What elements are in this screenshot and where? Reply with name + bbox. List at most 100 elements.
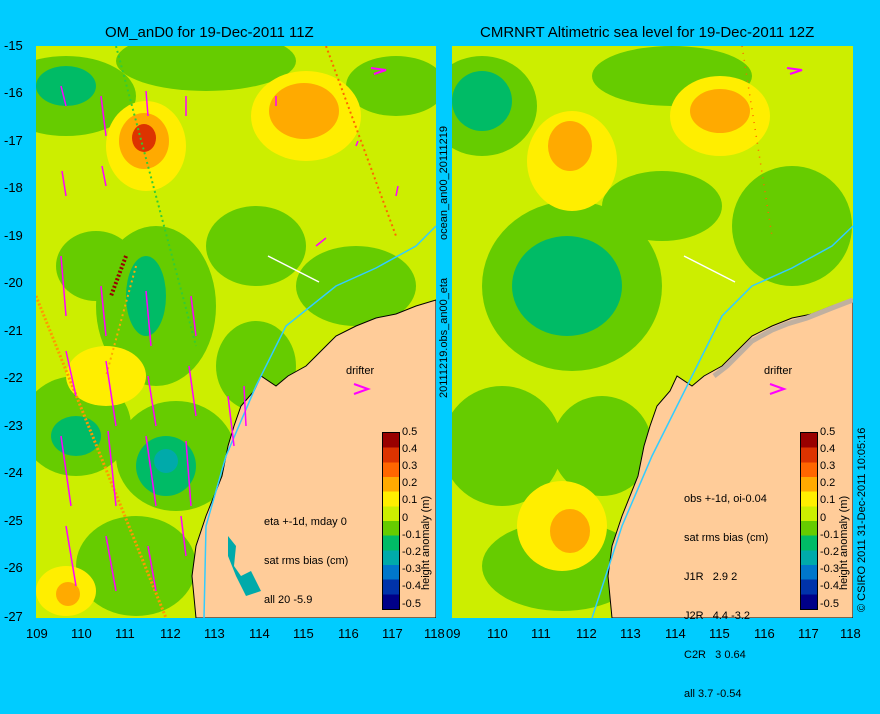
- left-map-title: OM_anD0 for 19-Dec-2011 11Z: [105, 24, 314, 41]
- x-tick: 115: [709, 626, 730, 641]
- x-tick: 116: [754, 626, 775, 641]
- colorbar-tick: -0.4: [820, 580, 839, 592]
- x-tick: 112: [576, 626, 597, 641]
- australia-landmass: [607, 299, 853, 618]
- colorbar-tick: -0.3: [820, 563, 839, 575]
- anomaly-region: [512, 236, 622, 336]
- colorbar-tick: 0.1: [820, 494, 836, 506]
- info-line: eta +-1d, mday 0: [264, 516, 347, 528]
- y-tick: -19: [4, 228, 23, 243]
- colorbar-tick: 0.4: [402, 443, 418, 455]
- left-drifter-label: drifter: [346, 365, 375, 377]
- x-tick: 116: [338, 626, 359, 641]
- anomaly-region: [36, 66, 96, 106]
- right-map: [452, 46, 853, 618]
- anomaly-region: [269, 83, 339, 139]
- middle-top-label: ocean_an00_20111219: [438, 126, 450, 240]
- contour-line: [203, 225, 436, 618]
- x-tick: 117: [382, 626, 403, 641]
- colorbar-tick: -0.4: [402, 580, 421, 592]
- anomaly-region: [296, 246, 416, 326]
- drifter-arrow: [370, 67, 387, 75]
- anomaly-region: [550, 509, 590, 553]
- right-map-title: CMRNRT Altimetric sea level for 19-Dec-2…: [480, 24, 815, 41]
- colorbar-tick: 0.1: [402, 494, 418, 506]
- anomaly-region: [56, 582, 80, 606]
- colorbar-tick: -0.1: [402, 529, 421, 541]
- current-vectors: [60, 85, 399, 592]
- colorbar-tick: -0.3: [402, 563, 421, 575]
- anomaly-region: [548, 121, 592, 171]
- anomaly-region: [206, 206, 306, 286]
- y-tick: -22: [4, 370, 23, 385]
- info-line: J1R 2.9 2: [684, 571, 738, 583]
- anomaly-region: [132, 124, 156, 152]
- anomaly-region: [51, 416, 101, 456]
- contour-line: [591, 225, 853, 618]
- y-tick: -23: [4, 418, 23, 433]
- x-tick: 115: [293, 626, 314, 641]
- satellite-track: [115, 46, 197, 347]
- middle-bottom-label: 20111219.obs_an00_eta: [438, 277, 450, 398]
- x-tick: 109: [26, 626, 48, 641]
- anomaly-region: [732, 166, 852, 286]
- colorbar-tick: 0: [820, 512, 827, 524]
- colorbar-tick: 0.5: [820, 426, 836, 438]
- x-tick: 112: [160, 626, 181, 641]
- x-tick: 118: [840, 626, 861, 641]
- right-colorbar-label: height anomaly (m): [838, 495, 850, 590]
- y-tick: -17: [4, 133, 23, 148]
- section-line: [683, 255, 736, 283]
- y-tick: -15: [4, 38, 23, 53]
- y-tick: -27: [4, 609, 23, 624]
- colorbar-tick: 0.4: [820, 443, 836, 455]
- info-line: obs +-1d, oi-0.04: [684, 493, 767, 505]
- satellite-track: [325, 46, 397, 237]
- info-line: C2R 3 0.64: [684, 649, 746, 661]
- anomaly-region: [56, 231, 136, 301]
- x-tick: 117: [798, 626, 819, 641]
- left-colorbar: [382, 432, 400, 610]
- satellite-track: [105, 265, 137, 377]
- y-tick: -24: [4, 465, 23, 480]
- y-tick: -16: [4, 85, 23, 100]
- x-tick: 113: [204, 626, 225, 641]
- drifter-arrow: [786, 67, 803, 75]
- anomaly-region: [452, 386, 562, 506]
- anomaly-region: [346, 56, 436, 116]
- colorbar-tick: 0.3: [820, 460, 836, 472]
- satellite-track: [109, 255, 128, 297]
- info-line: all 20 -5.9: [264, 594, 313, 606]
- info-line: sat rms bias (cm): [264, 555, 349, 567]
- right-info: obs +-1d, oi-0.04 sat rms bias (cm) J1R …: [684, 467, 768, 714]
- left-info: eta +-1d, mday 0 sat rms bias (cm) all 2…: [264, 490, 348, 620]
- anomaly-region: [602, 171, 722, 241]
- anomaly-region: [66, 346, 146, 406]
- section-line: [267, 255, 320, 283]
- colorbar-tick: -0.2: [402, 546, 421, 558]
- x-tick: 118: [424, 626, 445, 641]
- left-map: [36, 46, 436, 618]
- coastal-band: [712, 297, 853, 378]
- y-tick: -26: [4, 560, 23, 575]
- x-tick: 09: [446, 626, 461, 641]
- x-tick: 111: [115, 626, 135, 641]
- anomaly-region: [452, 71, 512, 131]
- anomaly-region: [690, 89, 750, 133]
- colorbar-tick: 0.2: [820, 477, 836, 489]
- y-tick: -18: [4, 180, 23, 195]
- anomaly-region: [552, 396, 652, 496]
- x-tick: 114: [249, 626, 270, 641]
- drifter-arrow: [769, 383, 787, 395]
- info-line: sat rms bias (cm): [684, 532, 769, 544]
- colorbar-tick: 0.5: [402, 426, 418, 438]
- info-line: J2R 4.4 -3.2: [684, 610, 751, 622]
- x-tick: 110: [71, 626, 92, 641]
- x-axis-ticks: 109 110 111 112 113 114 115 116 117 118 …: [0, 626, 880, 646]
- right-colorbar: [800, 432, 818, 610]
- y-tick: -20: [4, 275, 23, 290]
- colorbar-tick: 0.3: [402, 460, 418, 472]
- info-line: all 3.7 -0.54: [684, 688, 742, 700]
- x-tick: 114: [665, 626, 686, 641]
- x-tick: 111: [531, 626, 551, 641]
